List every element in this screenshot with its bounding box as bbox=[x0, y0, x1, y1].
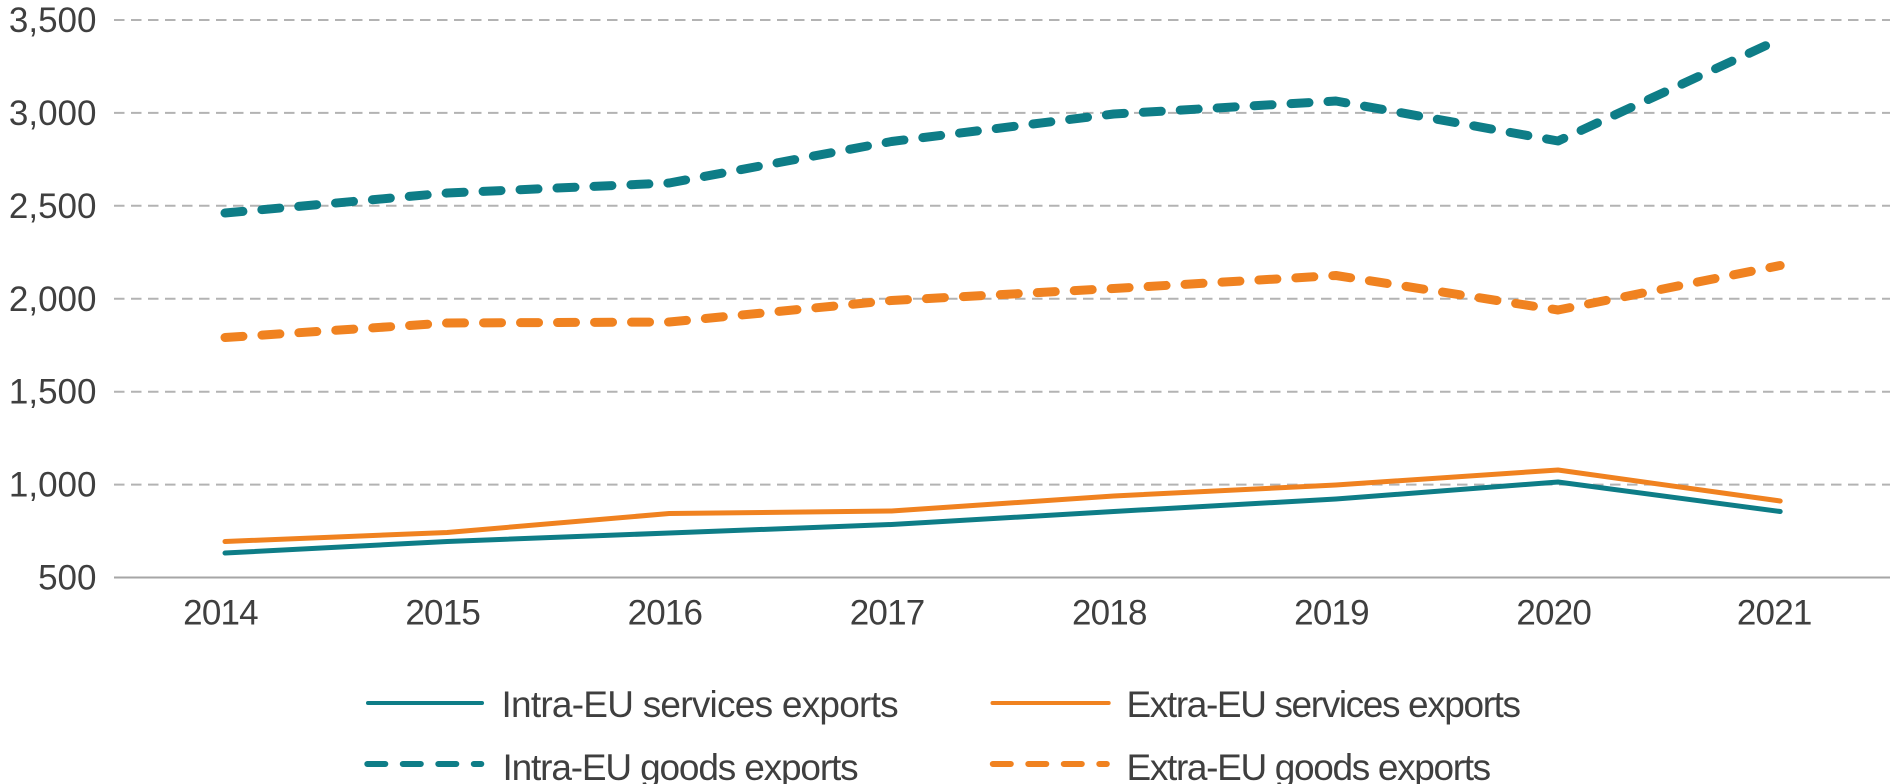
svg-text:3,500: 3,500 bbox=[9, 1, 97, 40]
svg-text:2017: 2017 bbox=[850, 593, 925, 632]
svg-text:1,000: 1,000 bbox=[9, 466, 97, 505]
svg-text:500: 500 bbox=[38, 559, 96, 598]
svg-text:2018: 2018 bbox=[1072, 593, 1147, 632]
svg-text:Extra-EU services exports: Extra-EU services exports bbox=[1127, 684, 1521, 725]
svg-text:Extra-EU goods exports: Extra-EU goods exports bbox=[1127, 747, 1491, 784]
svg-text:2014: 2014 bbox=[183, 593, 258, 632]
svg-text:2015: 2015 bbox=[405, 593, 480, 632]
svg-text:2016: 2016 bbox=[628, 593, 703, 632]
svg-text:2021: 2021 bbox=[1737, 593, 1812, 632]
svg-text:3,000: 3,000 bbox=[9, 94, 97, 133]
svg-text:1,500: 1,500 bbox=[9, 373, 97, 412]
svg-text:2,500: 2,500 bbox=[9, 187, 97, 226]
svg-text:2,000: 2,000 bbox=[9, 280, 97, 319]
svg-text:2019: 2019 bbox=[1294, 593, 1369, 632]
svg-text:2020: 2020 bbox=[1516, 593, 1591, 632]
svg-text:Intra-EU goods exports: Intra-EU goods exports bbox=[503, 747, 859, 784]
svg-text:Intra-EU services exports: Intra-EU services exports bbox=[502, 684, 899, 725]
